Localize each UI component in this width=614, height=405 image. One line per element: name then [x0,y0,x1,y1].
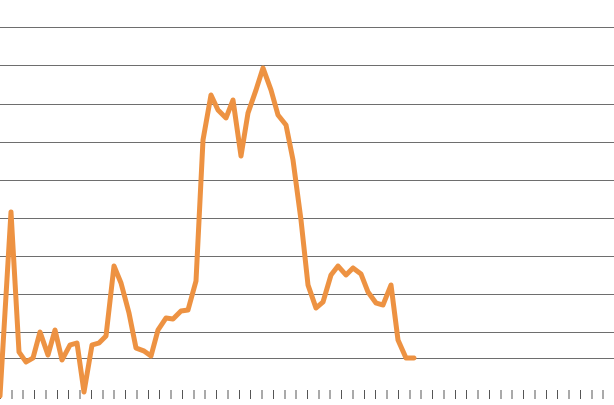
data-series-line [0,65,417,399]
horizontal-gridlines [0,27,614,359]
